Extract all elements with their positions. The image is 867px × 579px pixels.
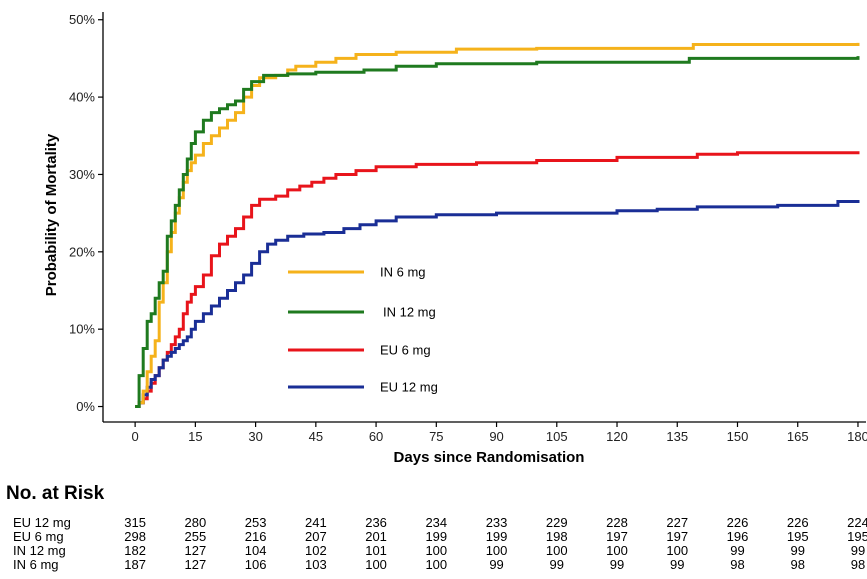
risk-row-label: EU 6 mg: [13, 529, 64, 544]
risk-cell: 207: [305, 529, 327, 544]
risk-cell: 233: [486, 515, 508, 530]
risk-cell: 195: [847, 529, 867, 544]
risk-cell: 255: [185, 529, 207, 544]
x-tick-label: 30: [248, 429, 262, 444]
risk-cell: 187: [124, 557, 146, 572]
risk-cell: 195: [787, 529, 809, 544]
risk-cell: 98: [851, 557, 865, 572]
risk-table: EU 12 mg 315 280 253 241 236 234 233 229 228 227 22…: [13, 515, 867, 572]
risk-cell: 234: [425, 515, 447, 530]
risk-cell: 298: [124, 529, 146, 544]
risk-cell: 198: [546, 529, 568, 544]
risk-cell: 100: [365, 557, 387, 572]
risk-cell: 99: [851, 543, 865, 558]
risk-cell: 99: [730, 543, 744, 558]
x-tick-label: 75: [429, 429, 443, 444]
x-tick-label: 0: [132, 429, 139, 444]
risk-row-label: IN 12 mg: [13, 543, 66, 558]
x-tick-label: 150: [727, 429, 749, 444]
x-tick-label: 105: [546, 429, 568, 444]
risk-cell: 229: [546, 515, 568, 530]
risk-cell: 196: [727, 529, 749, 544]
risk-table-title: No. at Risk: [6, 483, 105, 504]
y-tick-label: 50%: [69, 12, 95, 27]
x-tick-label: 15: [188, 429, 202, 444]
risk-cell: 98: [730, 557, 744, 572]
risk-cell: 99: [610, 557, 624, 572]
risk-row-label: EU 12 mg: [13, 515, 71, 530]
risk-row-label: IN 6 mg: [13, 557, 59, 572]
risk-cell: 102: [305, 543, 327, 558]
series-layer: [135, 42, 860, 408]
legend-label: IN 6 mg: [380, 265, 426, 280]
y-tick-label: 20%: [69, 244, 95, 259]
risk-cell: 228: [606, 515, 628, 530]
x-tick-label: 90: [489, 429, 503, 444]
risk-cell: 197: [666, 529, 688, 544]
y-tick-label: 30%: [69, 167, 95, 182]
legend-label: EU 6 mg: [380, 343, 431, 358]
risk-cell: 226: [727, 515, 749, 530]
risk-cell: 182: [124, 543, 146, 558]
risk-cell: 280: [185, 515, 207, 530]
x-tick-label: 45: [309, 429, 323, 444]
risk-cell: 99: [670, 557, 684, 572]
x-tick-label: 120: [606, 429, 628, 444]
risk-cell: 99: [550, 557, 564, 572]
x-tick-label: 135: [666, 429, 688, 444]
y-tick-label: 10%: [69, 322, 95, 337]
risk-cell: 199: [486, 529, 508, 544]
risk-cell: 127: [185, 543, 207, 558]
series-line-in-6-mg: [135, 42, 860, 408]
x-tick-label: 60: [369, 429, 383, 444]
risk-cell: 241: [305, 515, 327, 530]
x-axis-title: Days since Randomisation: [394, 449, 585, 466]
risk-cell: 99: [489, 557, 503, 572]
legend-label: IN 12 mg: [383, 305, 436, 320]
risk-cell: 197: [606, 529, 628, 544]
series-line-eu-12-mg: [135, 200, 860, 408]
risk-cell: 224: [847, 515, 867, 530]
axes: 0% 10% 20% 30% 40% 50% 0 15 30 45 60 75 90 105 120 135 1…: [69, 12, 867, 444]
risk-cell: 100: [486, 543, 508, 558]
risk-cell: 99: [790, 543, 804, 558]
risk-cell: 101: [365, 543, 387, 558]
risk-cell: 106: [245, 557, 267, 572]
y-tick-label: 40%: [69, 90, 95, 105]
y-tick-label: 0%: [76, 399, 95, 414]
risk-cell: 253: [245, 515, 267, 530]
x-tick-label: 180: [847, 429, 867, 444]
risk-cell: 226: [787, 515, 809, 530]
legend: IN 6 mg IN 12 mg EU 6 mg EU 12 mg: [288, 265, 438, 395]
risk-cell: 199: [425, 529, 447, 544]
risk-cell: 100: [666, 543, 688, 558]
legend-label: EU 12 mg: [380, 380, 438, 395]
risk-cell: 227: [666, 515, 688, 530]
risk-cell: 103: [305, 557, 327, 572]
risk-cell: 216: [245, 529, 267, 544]
series-line-in-12-mg: [135, 56, 860, 408]
risk-cell: 236: [365, 515, 387, 530]
risk-cell: 100: [606, 543, 628, 558]
risk-cell: 104: [245, 543, 267, 558]
risk-cell: 127: [185, 557, 207, 572]
risk-cell: 100: [425, 543, 447, 558]
risk-cell: 98: [790, 557, 804, 572]
y-axis-title: Probability of Mortality: [43, 133, 60, 296]
risk-cell: 100: [546, 543, 568, 558]
risk-cell: 100: [425, 557, 447, 572]
risk-cell: 315: [124, 515, 146, 530]
x-tick-label: 165: [787, 429, 809, 444]
risk-cell: 201: [365, 529, 387, 544]
